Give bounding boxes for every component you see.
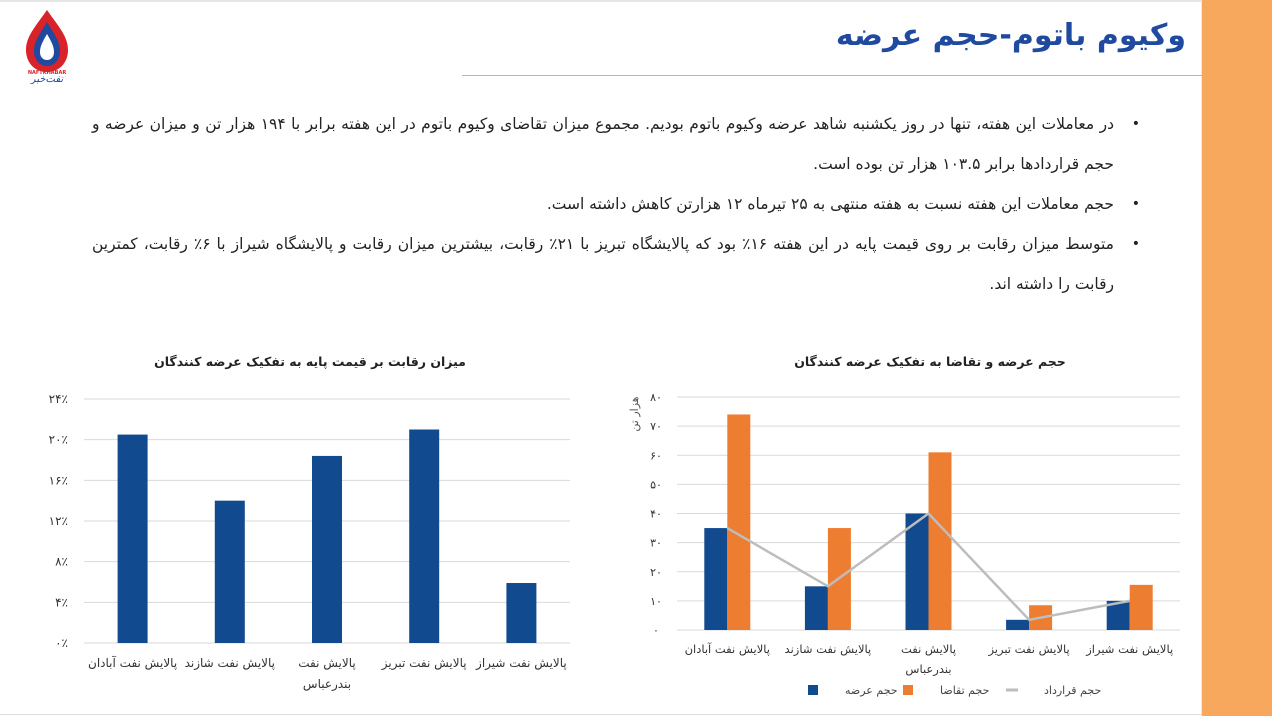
legend-label: حجم قرارداد	[1044, 684, 1101, 697]
x-tick-label: پالایش نفت شیراز	[1085, 642, 1173, 657]
page-title: وکیوم باتوم-حجم عرضه	[835, 18, 1186, 53]
competition-chart-title: میزان رقابت بر قیمت پایه به تفکیک عرضه ک…	[154, 354, 466, 369]
y-tick-label: ۴۰	[650, 508, 662, 521]
bullet-item: • متوسط میزان رقابت بر روی قیمت پایه در …	[92, 224, 1142, 304]
supply-bar	[804, 586, 828, 630]
top-border	[0, 0, 1272, 2]
y-tick-label: ۵۰	[650, 478, 662, 491]
supply-bar	[704, 528, 728, 630]
y-tick-label: ۷۰	[650, 420, 662, 433]
y-tick-label: ۰٪	[55, 636, 68, 650]
legend-swatch	[903, 685, 913, 695]
accent-band-edge	[1201, 0, 1202, 716]
x-tick-label: پالایش نفت شازند	[785, 642, 872, 657]
bullet-item: • حجم معاملات این هفته نسبت به هفته منته…	[92, 184, 1142, 224]
logo-latin: NAFTKHABAR	[28, 70, 66, 76]
accent-band	[1202, 0, 1272, 716]
x-tick-label: پالایش نفت آبادان	[88, 655, 177, 671]
x-tick-label: پالایش نفت	[298, 656, 356, 671]
y-tick-label: ۲۰٪	[49, 433, 68, 447]
competition-bar	[506, 583, 537, 643]
bullet-item: • در معاملات این هفته، تنها در روز یکشنب…	[92, 104, 1142, 184]
bullet-dot: •	[1131, 236, 1140, 252]
competition-bar	[409, 429, 440, 643]
x-tick-label: پالایش نفت شازند	[185, 656, 275, 671]
bullet-text: متوسط میزان رقابت بر روی قیمت پایه در ای…	[92, 235, 1114, 293]
x-tick-label: پالایش نفت شیراز	[475, 656, 567, 671]
x-tick-label: بندرعباس	[303, 677, 351, 692]
bullet-text: حجم معاملات این هفته نسبت به هفته منتهی …	[546, 195, 1114, 213]
y-tick-label: ۰	[653, 624, 659, 637]
y-tick-label: ۸۰	[650, 391, 662, 404]
x-tick-label: پالایش نفت تبریز	[381, 656, 467, 671]
demand-bar	[1129, 584, 1153, 630]
y-tick-label: ۳۰	[650, 537, 662, 550]
bottom-border	[0, 714, 1202, 715]
demand-bar	[928, 452, 952, 630]
legend-label: حجم عرضه	[845, 684, 898, 697]
y-tick-label: ۱۰	[650, 595, 662, 608]
competition-bar	[214, 500, 245, 643]
y-tick-label: ۱۲٪	[49, 514, 68, 528]
bullet-dot: •	[1131, 116, 1140, 132]
y-tick-label: ۲۴٪	[49, 392, 68, 406]
logo-icon: NAFTKHABAR نفت‌خبر	[26, 10, 68, 84]
logo-persian: نفت‌خبر	[29, 74, 65, 84]
x-tick-label: بندرعباس	[905, 662, 951, 677]
bullet-text: در معاملات این هفته، تنها در روز یکشنبه …	[92, 115, 1114, 173]
bullet-list: • در معاملات این هفته، تنها در روز یکشنب…	[92, 104, 1142, 304]
y-tick-label: ۶۰	[650, 449, 662, 462]
y-tick-label: ۲۰	[650, 566, 662, 579]
supply-bar	[905, 513, 929, 630]
legend-swatch	[808, 685, 818, 695]
supply-bar	[1106, 600, 1130, 630]
volume-chart-title: حجم عرضه و تقاضا به تفکیک عرضه کنندگان	[794, 354, 1066, 369]
competition-bar	[312, 455, 342, 643]
contract-line	[726, 511, 1130, 622]
title-divider	[462, 75, 1202, 76]
competition-bar	[117, 434, 148, 643]
demand-bar	[727, 414, 751, 630]
x-tick-label: پالایش نفت آبادان	[685, 642, 770, 657]
y-tick-label: ۸٪	[55, 555, 68, 569]
x-tick-label: پالایش نفت	[901, 642, 956, 657]
y-axis-label: هزار تن	[628, 396, 641, 431]
legend-label: حجم تقاضا	[940, 684, 989, 697]
volume-chart: ۰ ۱۰ ۲۰ ۳۰ ۴۰ ۵۰ ۶۰ ۷۰ ۸۰ هزار تن پالایش نفت آبادا…	[628, 391, 1180, 697]
bullet-dot: •	[1131, 196, 1140, 212]
y-tick-label: ۴٪	[55, 595, 68, 609]
x-tick-label: پالایش نفت تبریز	[987, 642, 1069, 657]
competition-chart: ۰٪ ۴٪ ۸٪ ۱۲٪ ۱۶٪ ۲۰٪ ۲۴٪ پالایش نفت آبادان پالای…	[49, 392, 570, 692]
y-tick-label: ۱۶٪	[49, 473, 68, 487]
supply-bar	[1006, 619, 1030, 630]
